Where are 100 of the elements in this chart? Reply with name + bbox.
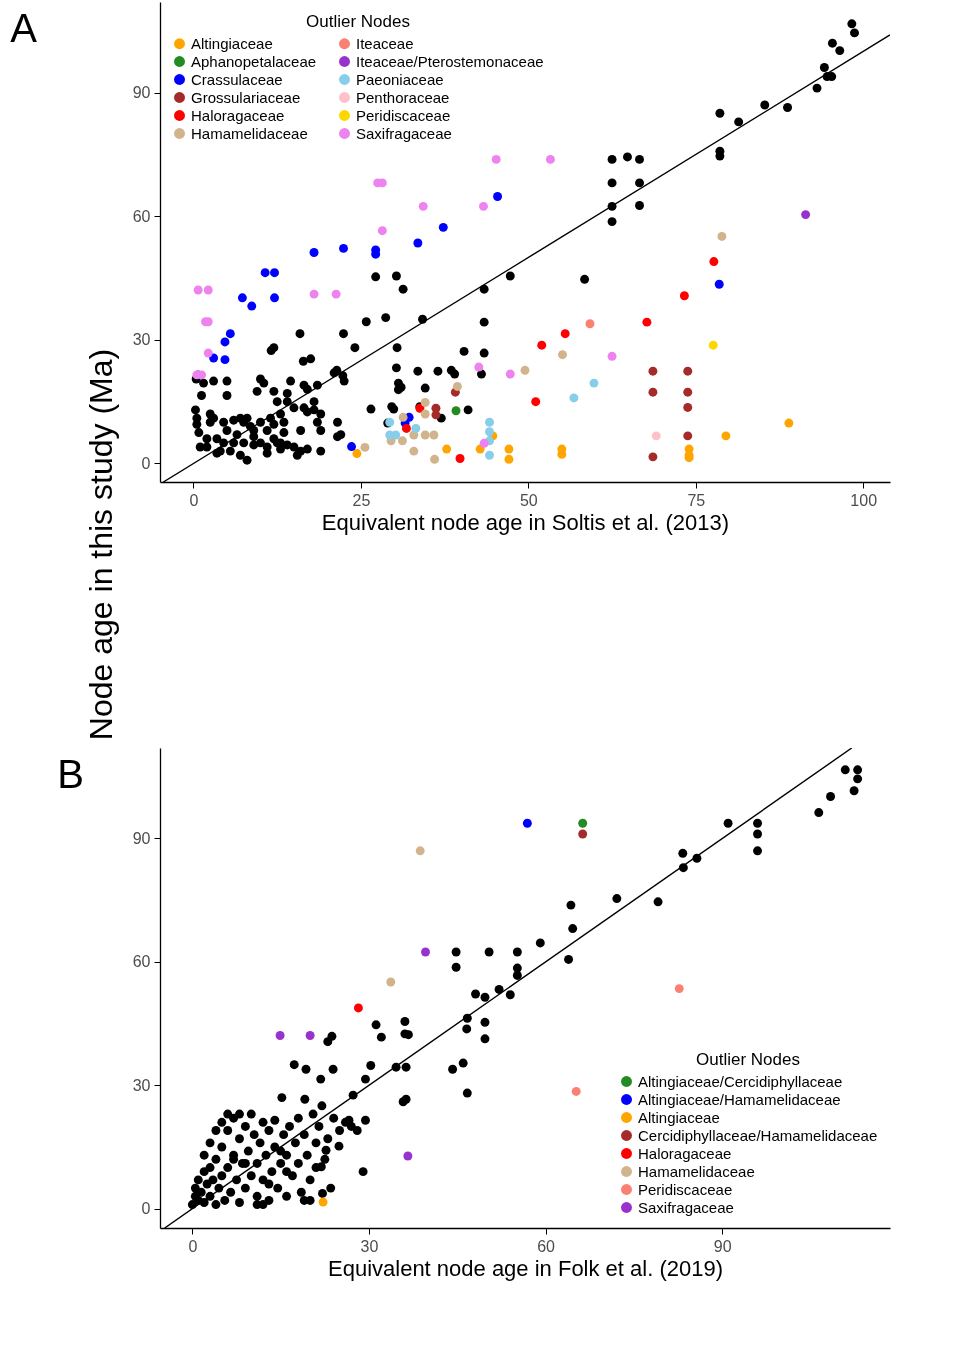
point: [391, 430, 401, 440]
point: [585, 319, 595, 329]
x-tick-label: 50: [519, 491, 538, 509]
point: [386, 977, 396, 987]
x-tick-label: 100: [850, 491, 878, 509]
y-tick-label: 0: [141, 454, 151, 472]
point: [485, 450, 494, 460]
point: [377, 226, 387, 236]
point: [438, 222, 448, 232]
point: [679, 291, 689, 301]
point: [318, 1197, 328, 1207]
point: [474, 362, 484, 372]
point: [708, 340, 718, 350]
point: [558, 350, 567, 360]
point: [569, 393, 579, 403]
point: [360, 442, 370, 452]
point: [683, 402, 693, 412]
point: [270, 293, 279, 303]
chart-title: B: [57, 752, 84, 796]
point: [578, 829, 588, 839]
point: [220, 337, 230, 347]
legend-label: Crassulaceae: [191, 70, 283, 88]
legend-label: Peridiscaceae: [356, 106, 451, 124]
point: [714, 279, 724, 289]
point: [683, 431, 693, 441]
legend-label: Paeoniaceae: [356, 70, 444, 88]
point: [409, 446, 419, 456]
point: [537, 340, 547, 350]
point: [309, 248, 319, 257]
point: [674, 984, 684, 994]
point: [203, 348, 213, 358]
point: [709, 257, 719, 267]
legend-label: Altingiaceae/Cercidiphyllaceae: [638, 1072, 843, 1090]
y-tick-label: 0: [141, 1200, 151, 1218]
point: [648, 366, 658, 376]
point: [571, 1086, 581, 1096]
legend-label: Iteaceae: [356, 34, 414, 52]
point: [648, 387, 658, 397]
y-tick-label: 60: [132, 953, 151, 971]
point: [401, 423, 411, 433]
legend-label: Saxifragaceae: [356, 124, 452, 142]
point: [479, 201, 488, 211]
point: [309, 289, 319, 299]
point: [452, 381, 462, 391]
point: [504, 444, 514, 454]
point: [651, 431, 661, 441]
x-tick-label: 90: [713, 1237, 732, 1255]
point: [415, 846, 425, 856]
point: [193, 285, 203, 295]
point: [420, 430, 430, 440]
point: [560, 329, 570, 339]
point: [504, 454, 514, 464]
legend-label: Iteaceae/Pterostemonaceae: [356, 52, 544, 70]
point: [578, 818, 588, 828]
point: [485, 427, 494, 437]
legend-label: Saxifragaceae: [638, 1198, 734, 1216]
point: [479, 438, 489, 448]
y-tick-label: 30: [132, 331, 151, 349]
legend-title: Outlier Nodes: [696, 1050, 800, 1069]
point: [225, 329, 235, 339]
point: [353, 1003, 363, 1013]
point: [203, 285, 213, 295]
point: [683, 387, 693, 397]
legend-label: Haloragaceae: [638, 1144, 732, 1162]
point: [331, 289, 341, 299]
point: [237, 293, 247, 303]
legend-label: Hamamelidaceae: [191, 124, 308, 142]
legend-label: Altingiaceae: [191, 34, 273, 52]
y-tick-label: 30: [132, 1076, 151, 1094]
point: [784, 418, 794, 428]
point: [352, 449, 362, 459]
point: [451, 406, 461, 416]
chart-title: A: [10, 6, 38, 50]
point: [247, 301, 257, 311]
point: [418, 201, 428, 211]
x-tick-label: 0: [189, 491, 199, 509]
point: [642, 317, 652, 327]
point: [413, 238, 423, 248]
point: [347, 442, 357, 452]
point: [270, 268, 279, 278]
point: [531, 397, 541, 407]
point: [717, 231, 727, 241]
point: [721, 431, 731, 441]
y-tick-label: 90: [132, 829, 151, 847]
point: [260, 268, 270, 278]
legend-label: Cercidiphyllaceae/Hamamelidaceae: [638, 1126, 878, 1144]
point: [430, 454, 440, 464]
point: [398, 412, 408, 422]
legend-label: Peridiscaceae: [638, 1180, 733, 1198]
legend-label: Grossulariaceae: [191, 88, 301, 106]
x-tick-label: 30: [360, 1237, 379, 1255]
point: [305, 1031, 315, 1040]
point: [431, 410, 441, 420]
point: [397, 436, 407, 446]
y-axis-title: Node age in this study (Ma): [82, 348, 119, 741]
point: [220, 355, 230, 365]
point: [491, 154, 501, 164]
legend-label: Altingiaceae/Hamamelidaceae: [638, 1090, 841, 1108]
point: [421, 947, 430, 957]
point: [429, 430, 439, 440]
